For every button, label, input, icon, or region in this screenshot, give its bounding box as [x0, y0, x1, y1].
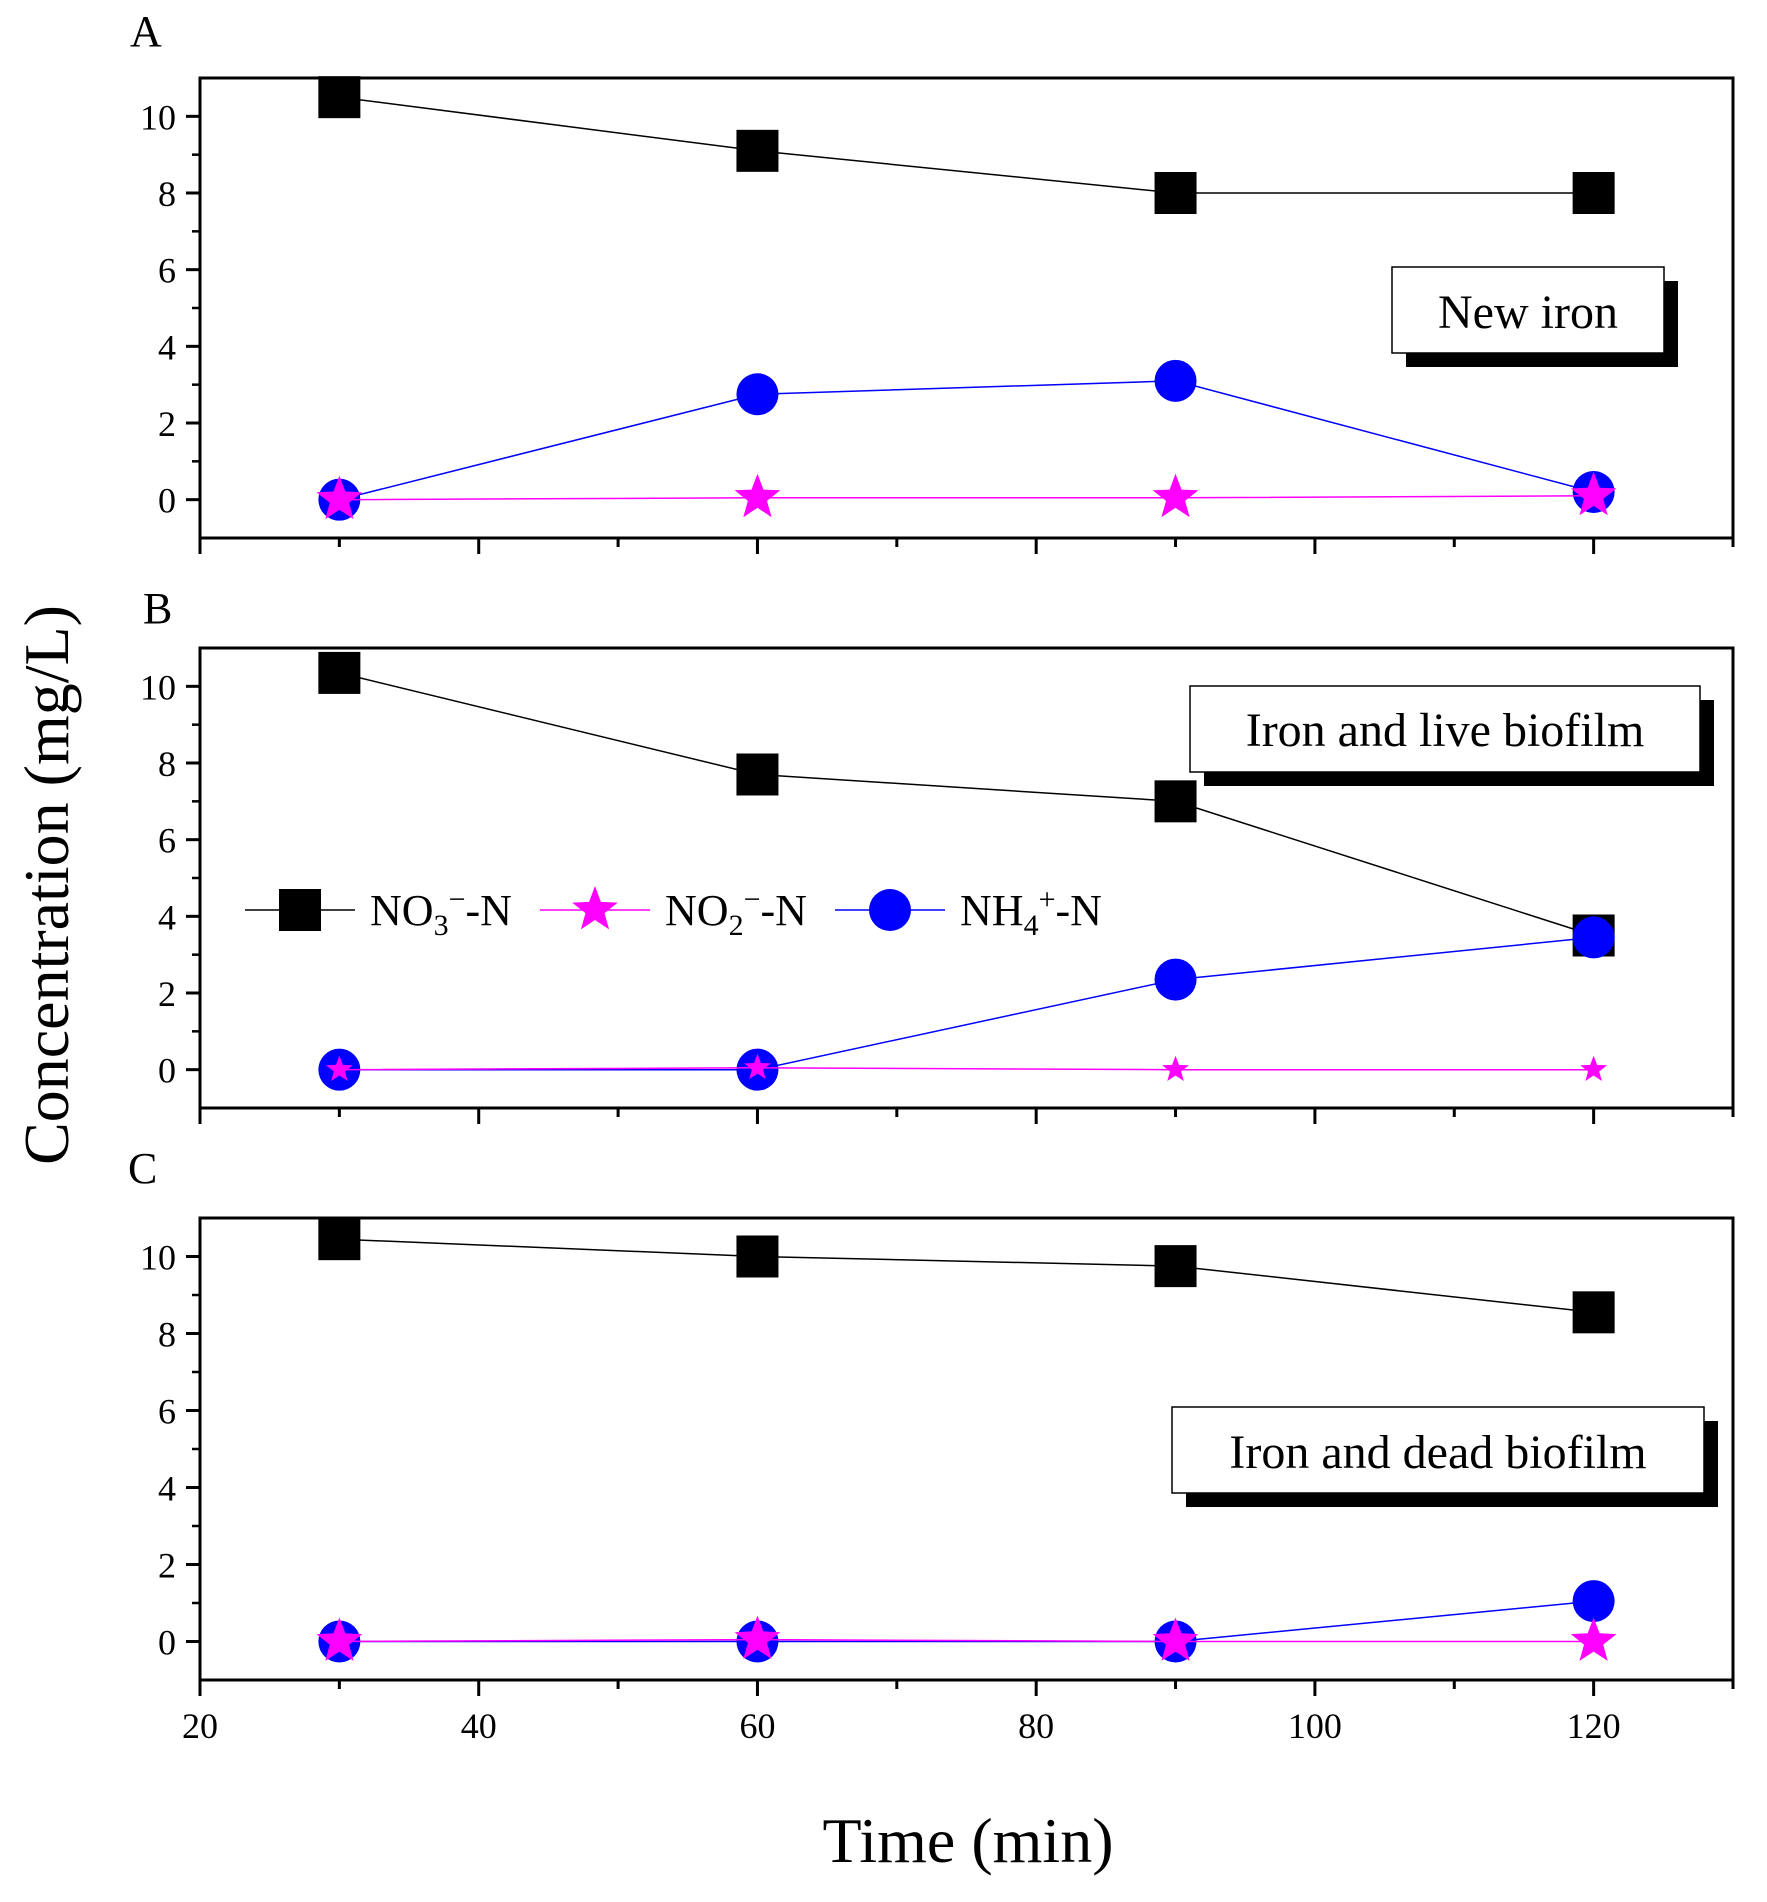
data-point-nitrite [1570, 471, 1617, 516]
y-axis-title: Concentration (mg/L) [11, 605, 82, 1165]
annotation-label: Iron and live biofilm [1246, 704, 1645, 757]
y-tick-label: 8 [158, 174, 176, 214]
series-line-nitrite [339, 495, 1594, 501]
legend-label-subscript: 3 [434, 909, 449, 942]
data-point-nitrate [1154, 1245, 1197, 1288]
data-point-nitrate [318, 1218, 361, 1261]
data-point-ammonium [1154, 359, 1197, 402]
y-tick-label: 10 [140, 1238, 176, 1278]
legend-marker [279, 889, 321, 931]
x-axis-title: Time (min) [823, 1805, 1114, 1876]
data-point-nitrite [316, 475, 363, 520]
data-point-nitrite [326, 1055, 353, 1081]
series-line-nitrate [339, 672, 1594, 937]
series-line-nitrite [339, 1638, 1594, 1643]
legend-marker [572, 886, 618, 930]
data-point-nitrite [734, 1615, 781, 1659]
data-point-nitrate [736, 753, 779, 796]
y-tick-label: 4 [158, 897, 176, 937]
legend-label-superscript: − [449, 883, 466, 916]
series-line-ammonium [339, 1600, 1594, 1643]
data-point-nitrate [318, 651, 361, 694]
data-point-nitrate [1572, 1291, 1615, 1334]
x-tick-label: 40 [461, 1706, 497, 1746]
panel-b: B 0 2 4 6 8 10 Iron and live biofilm [140, 584, 1735, 1124]
data-point-nitrate [736, 1235, 779, 1278]
x-tick-label: 120 [1567, 1706, 1621, 1746]
legend-entry-nitrate: NO3−-N [245, 883, 512, 942]
y-tick-label: 0 [158, 1623, 176, 1663]
y-tick-label: 10 [140, 667, 176, 707]
legend-entry-ammonium: NH4+-N [835, 883, 1102, 942]
annotation-label: Iron and dead biofilm [1229, 1426, 1646, 1479]
series-line-nitrite [339, 1067, 1594, 1071]
y-tick-label: 6 [158, 821, 176, 861]
series-line-nitrate [339, 1238, 1594, 1314]
data-point-ammonium [1572, 1580, 1615, 1623]
annotation-box [1391, 266, 1665, 354]
annotation-box [1189, 685, 1701, 773]
y-tick-label: 4 [158, 1469, 176, 1509]
y-tick-label: 2 [158, 974, 176, 1014]
data-point-ammonium [1154, 958, 1197, 1001]
data-point-nitrite [744, 1053, 771, 1080]
data-point-nitrate [736, 129, 779, 172]
data-point-nitrite [734, 473, 781, 518]
annotation-box [1171, 1406, 1705, 1494]
annotation-label: New iron [1438, 286, 1618, 339]
panel-letter: A [130, 7, 162, 56]
legend-label-superscript: − [744, 883, 761, 916]
y-tick-label: 6 [158, 1392, 176, 1432]
legend-label-subscript: 2 [729, 909, 744, 942]
y-tick-label: 2 [158, 1546, 176, 1586]
legend-marker [869, 889, 911, 931]
series-line-ammonium [339, 936, 1594, 1071]
legend-label-superscript: + [1039, 883, 1056, 916]
panel-c: C 0 2 4 6 8 10 20 40 60 80 100 120 Iron and dead biof… [128, 1144, 1735, 1746]
legend-entry-nitrite: NO2−-N [540, 883, 807, 942]
y-tick-label: 8 [158, 1315, 176, 1355]
series-line-ammonium [339, 380, 1594, 501]
data-point-nitrate [1154, 172, 1197, 214]
y-tick-label: 0 [158, 1051, 176, 1091]
legend-label: NH4+-N [960, 883, 1102, 942]
data-point-nitrate [1572, 172, 1615, 214]
x-tick-label: 100 [1288, 1706, 1342, 1746]
y-tick-label: 2 [158, 404, 176, 444]
legend-label: NO3−-N [370, 883, 512, 942]
y-tick-label: 10 [140, 97, 176, 137]
data-point-nitrate [1154, 780, 1197, 823]
legend-label-base: NH [960, 886, 1024, 935]
legend-label-suffix: -N [465, 886, 511, 935]
panel-a: A 0 2 4 6 8 10 New iron [130, 7, 1735, 554]
legend-label-base: NO [370, 886, 434, 935]
y-tick-label: 0 [158, 481, 176, 521]
series-line-nitrate [339, 96, 1594, 194]
y-tick-label: 8 [158, 744, 176, 784]
y-tick-label: 6 [158, 251, 176, 291]
data-point-ammonium [736, 373, 779, 416]
panel-letter: C [128, 1144, 157, 1193]
x-tick-label: 60 [739, 1706, 775, 1746]
data-point-nitrate [318, 76, 361, 119]
data-point-nitrite [1152, 1617, 1199, 1661]
data-point-nitrite [1570, 1617, 1617, 1661]
data-point-nitrite [316, 1617, 363, 1661]
y-tick-label: 4 [158, 327, 176, 367]
panel-letter: B [143, 584, 172, 633]
x-tick-label: 20 [182, 1706, 218, 1746]
data-point-nitrite [1152, 473, 1199, 518]
legend: NO3−-N NO2−-N NH4+-N [245, 883, 1102, 942]
legend-label-suffix: -N [1055, 886, 1101, 935]
legend-label-suffix: -N [760, 886, 806, 935]
legend-label: NO2−-N [665, 883, 807, 942]
data-point-ammonium [1572, 916, 1615, 959]
legend-label-subscript: 4 [1024, 909, 1039, 942]
x-tick-label: 80 [1018, 1706, 1054, 1746]
legend-label-base: NO [665, 886, 729, 935]
data-point-nitrite [1580, 1055, 1607, 1081]
data-point-nitrite [1162, 1055, 1189, 1081]
